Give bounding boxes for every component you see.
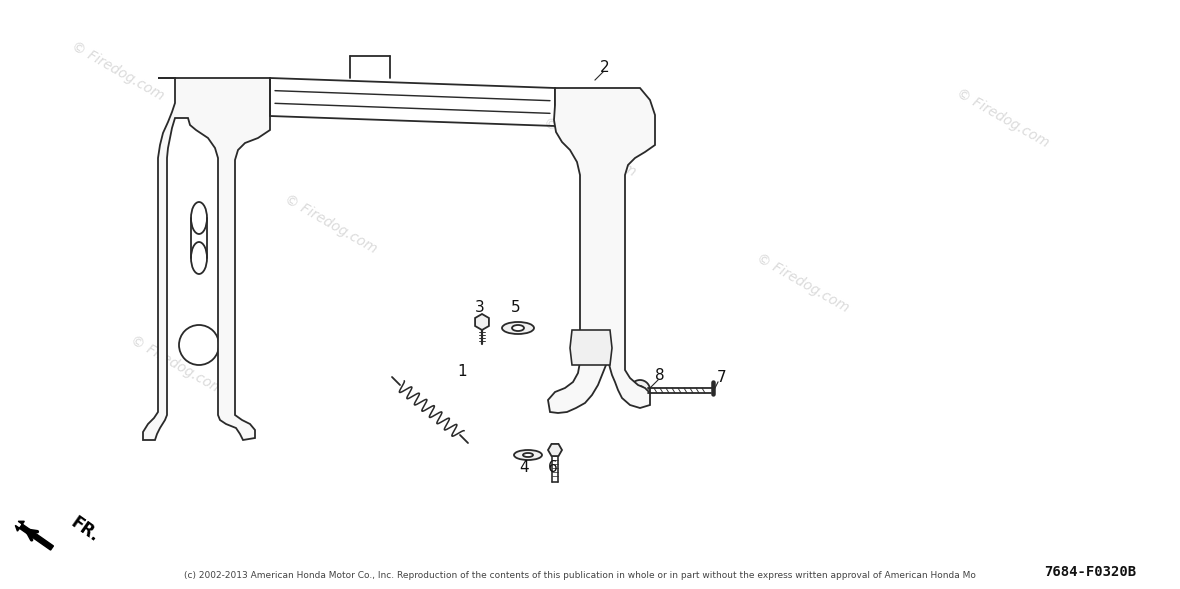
Text: 1: 1 (457, 365, 467, 379)
Ellipse shape (191, 242, 206, 274)
Text: FR.: FR. (67, 514, 103, 546)
Polygon shape (143, 78, 270, 440)
Ellipse shape (636, 386, 644, 394)
Text: © Firedog.com: © Firedog.com (282, 191, 379, 256)
Ellipse shape (514, 450, 542, 460)
Text: © Firedog.com: © Firedog.com (955, 85, 1051, 150)
Text: © Firedog.com: © Firedog.com (542, 115, 638, 180)
Polygon shape (548, 444, 562, 456)
Ellipse shape (592, 304, 608, 316)
Ellipse shape (512, 325, 524, 331)
Ellipse shape (523, 453, 533, 457)
Text: © Firedog.com: © Firedog.com (70, 38, 166, 103)
Text: 2: 2 (601, 61, 610, 75)
Ellipse shape (594, 175, 607, 185)
Polygon shape (570, 330, 612, 365)
Polygon shape (15, 521, 53, 550)
Text: 3: 3 (476, 300, 485, 316)
Ellipse shape (191, 202, 206, 234)
Text: 5: 5 (511, 300, 520, 316)
Ellipse shape (591, 348, 609, 362)
Text: (c) 2002-2013 American Honda Motor Co., Inc. Reproduction of the contents of thi: (c) 2002-2013 American Honda Motor Co., … (184, 571, 976, 581)
Ellipse shape (592, 244, 608, 256)
Polygon shape (548, 88, 655, 413)
Ellipse shape (502, 322, 535, 334)
Text: 6: 6 (549, 461, 558, 475)
Ellipse shape (630, 380, 650, 400)
Text: 8: 8 (655, 368, 664, 382)
Text: 7684-F0320B: 7684-F0320B (1044, 565, 1136, 579)
Text: © Firedog.com: © Firedog.com (754, 250, 851, 315)
Text: 7: 7 (717, 370, 727, 385)
Ellipse shape (179, 325, 219, 365)
Polygon shape (476, 314, 489, 330)
Text: © Firedog.com: © Firedog.com (129, 333, 225, 398)
Text: 4: 4 (519, 461, 529, 475)
